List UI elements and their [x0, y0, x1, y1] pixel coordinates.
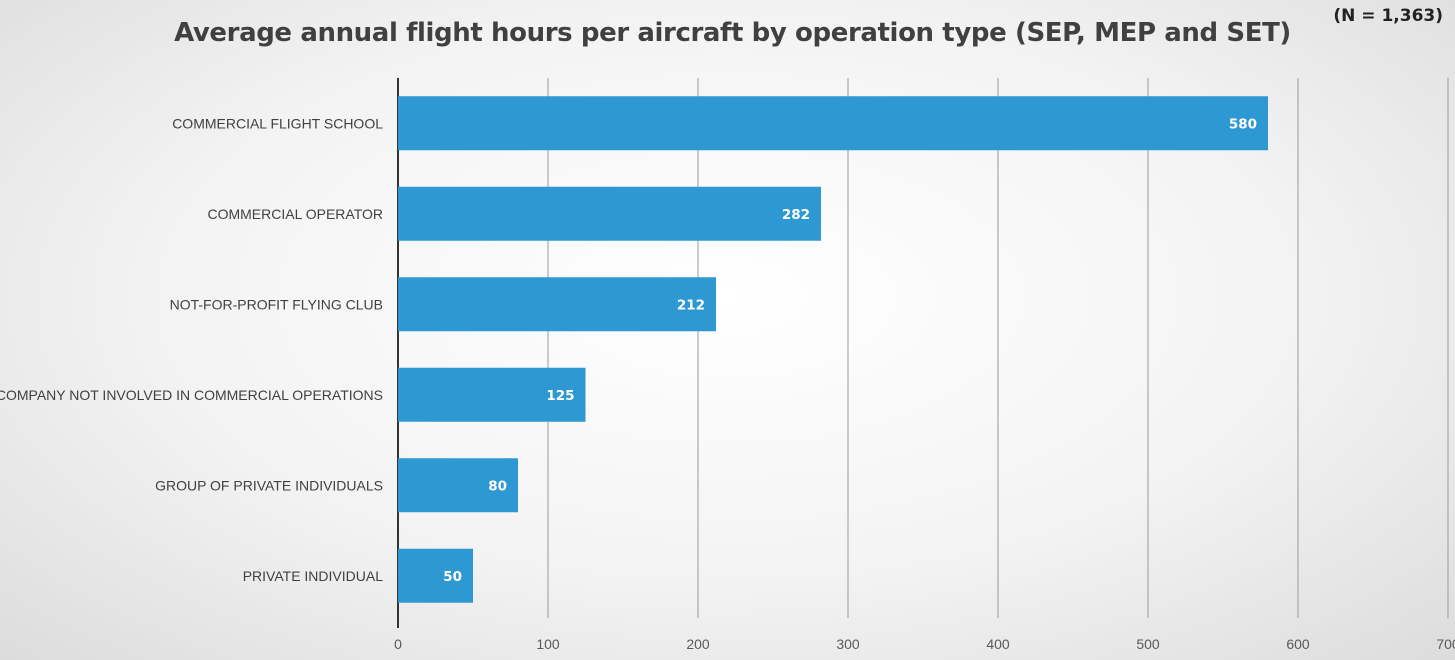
bar [398, 186, 821, 241]
category-label: COMPANY NOT INVOLVED IN COMMERCIAL OPERA… [0, 387, 383, 403]
category-label: PRIVATE INDIVIDUAL [243, 568, 384, 584]
data-label: 125 [546, 388, 574, 404]
category-label: NOT-FOR-PROFIT FLYING CLUB [170, 296, 383, 312]
chart-title: Average annual flight hours per aircraft… [174, 18, 1291, 48]
grid-layer [397, 78, 1449, 628]
bar-layer [398, 96, 1268, 603]
category-label: COMMERCIAL OPERATOR [207, 206, 383, 222]
bar [398, 458, 518, 513]
x-tick-label: 700 [1436, 636, 1455, 652]
x-tick-label: 200 [686, 636, 710, 652]
label-layer: 0 100 200 300 400 500 600 700 COMMERCIAL FLIGHT … [0, 115, 1455, 652]
data-label: 212 [677, 297, 705, 313]
sample-size-note: (N = 1,363) [1333, 6, 1443, 26]
category-label: COMMERCIAL FLIGHT SCHOOL [172, 115, 383, 131]
bar [398, 96, 1268, 151]
data-label: 282 [782, 207, 810, 223]
bar [398, 548, 473, 603]
x-tick-label: 500 [1136, 636, 1160, 652]
x-tick-label: 600 [1286, 636, 1310, 652]
x-tick-label: 300 [836, 636, 860, 652]
data-label: 50 [443, 569, 462, 585]
x-tick-label: 100 [536, 636, 560, 652]
bar [398, 367, 586, 422]
category-label: GROUP OF PRIVATE INDIVIDUALS [155, 477, 383, 493]
x-tick-label: 0 [394, 636, 402, 652]
data-label: 80 [488, 478, 507, 494]
data-label: 580 [1229, 116, 1257, 132]
x-tick-label: 400 [986, 636, 1010, 652]
bar [398, 277, 716, 332]
